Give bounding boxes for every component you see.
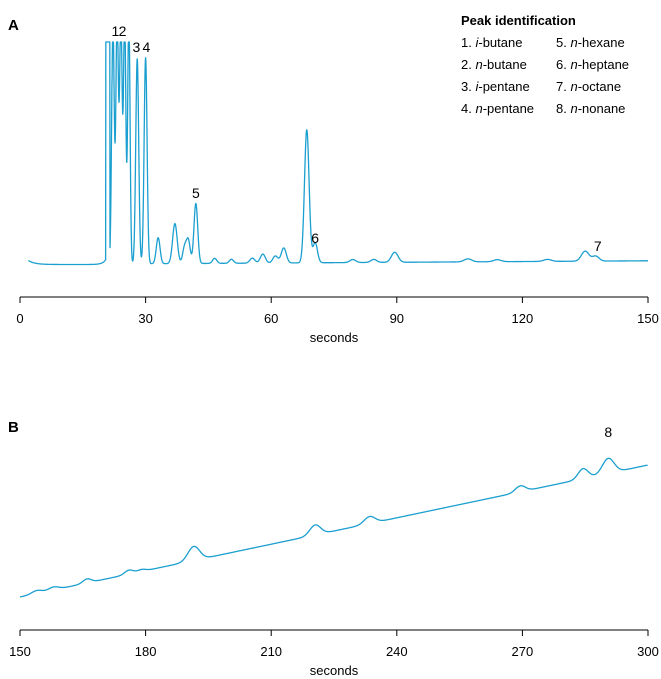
peak-label-5: 5 [192,185,200,201]
peak-label-3: 3 [132,39,140,55]
panel-a-x-label: seconds [310,330,359,345]
panel-b-tick-label-210: 210 [260,644,282,659]
panel-b: B 150 180 210 240 270 300 seconds 8 [8,419,659,678]
panel-b-tick-label-150: 150 [9,644,31,659]
legend-item-5: 5. n-hexane [556,35,625,50]
panel-b-tick-label-180: 180 [135,644,157,659]
panel-a-tick-label-150: 150 [637,311,659,326]
panel-b-trace [19,457,648,598]
legend-item-1: 1. i-butane [461,35,522,50]
peak-legend: Peak identification 1. i-butane 2. n-buta… [461,13,629,116]
peak-label-6: 6 [311,230,319,246]
panel-a-tick-label-90: 90 [390,311,404,326]
peak-label-4: 4 [143,39,151,55]
panel-a: A 0 30 60 90 120 150 seconds 1 23 4 5 6 7 [8,17,659,345]
panel-a-tick-label-60: 60 [264,311,278,326]
peak-label-2: 2 [119,23,127,39]
legend-item-4: 4. n-pentane [461,101,534,116]
panel-a-peak-labels: 1 23 4 5 6 7 [112,23,602,254]
panel-b-ticks: 150 180 210 240 270 300 [9,630,659,659]
legend-title: Peak identification [461,13,576,28]
panel-b-peak-labels: 8 [604,424,612,440]
peak-label-1: 1 [112,23,120,39]
panel-a-label: A [8,17,19,34]
legend-item-6: 6. n-heptane [556,57,629,72]
legend-item-8: 8. n-nonane [556,101,625,116]
legend-item-2: 2. n-butane [461,57,527,72]
panel-a-trace [27,41,649,266]
panel-b-tick-label-300: 300 [637,644,659,659]
panel-a-tick-label-30: 30 [138,311,152,326]
panel-a-tick-label-0: 0 [16,311,23,326]
peak-label-8: 8 [604,424,612,440]
legend-items: 1. i-butane 2. n-butane 3. i-pentane 4. n-p… [461,35,629,116]
panel-a-tick-label-120: 120 [512,311,534,326]
panel-b-tick-label-270: 270 [512,644,534,659]
panel-b-label: B [8,419,19,436]
panel-b-tick-label-240: 240 [386,644,408,659]
panel-a-ticks: 0 30 60 90 120 150 [16,297,659,326]
legend-item-3: 3. i-pentane [461,79,530,94]
panel-b-x-label: seconds [310,663,359,678]
peak-label-7: 7 [594,238,602,254]
legend-item-7: 7. n-octane [556,79,621,94]
